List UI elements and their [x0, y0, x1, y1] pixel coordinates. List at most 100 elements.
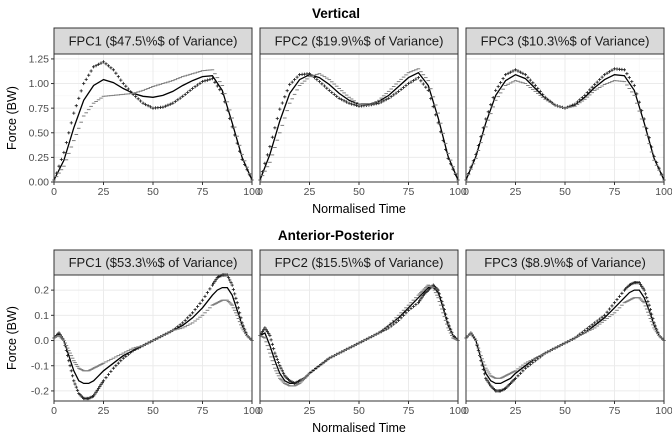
plus-marker — [84, 77, 88, 81]
plus-marker — [57, 331, 61, 335]
minus-marker-series — [52, 69, 254, 181]
plus-marker — [648, 308, 652, 312]
plus-marker — [437, 292, 441, 296]
x-tick-label: 0 — [257, 186, 263, 198]
plus-marker — [104, 376, 108, 380]
plus-marker — [632, 83, 636, 88]
plus-marker — [499, 81, 503, 85]
plus-marker — [119, 359, 123, 363]
plus-marker — [479, 359, 483, 363]
plus-marker — [193, 308, 197, 312]
x-tick-label: 0 — [463, 186, 469, 198]
plus-marker — [215, 84, 219, 88]
plus-marker — [436, 288, 440, 292]
plus-marker — [325, 86, 329, 90]
plus-marker — [67, 359, 71, 363]
plus-marker — [523, 366, 527, 370]
plus-marker — [625, 72, 629, 76]
plus-marker — [409, 80, 413, 84]
plus-marker — [131, 349, 135, 353]
plus-marker — [186, 316, 190, 320]
plus-marker — [279, 366, 283, 370]
plus-marker — [126, 352, 130, 356]
x-tick-label: 75 — [197, 405, 209, 417]
plus-marker — [238, 149, 242, 153]
plus-marker — [188, 313, 192, 317]
plus-marker — [230, 283, 234, 287]
plus-marker — [114, 364, 118, 368]
plus-marker — [528, 78, 532, 82]
facet-strip-label: FPC3 ($10.3\%$ of Variance) — [481, 34, 650, 49]
plus-marker — [66, 354, 70, 358]
plus-marker — [277, 361, 281, 365]
plus-marker — [168, 102, 172, 106]
chart-row-1: Anterior-Posterior FPC1 ($53.3\%$ of Vari… — [5, 228, 672, 435]
plus-marker — [234, 296, 238, 300]
plus-marker — [139, 99, 143, 103]
y-tick-label: 0.00 — [29, 177, 50, 189]
x-tick-label: 100 — [243, 186, 261, 198]
plus-marker — [484, 376, 488, 380]
plus-marker — [73, 382, 77, 386]
plus-marker — [71, 374, 75, 378]
plus-marker — [161, 105, 165, 109]
plus-marker — [392, 322, 396, 326]
plus-marker — [487, 382, 492, 386]
plus-marker — [374, 102, 378, 106]
plus-marker — [141, 101, 145, 105]
plus-marker — [74, 385, 78, 389]
plus-marker — [652, 321, 656, 325]
plus-marker — [330, 90, 334, 94]
plus-marker — [148, 105, 153, 109]
panel-1-1: FPC2 ($15.5\%$ of Variance) 0 25 50 75 100 — [257, 249, 467, 417]
plus-marker — [332, 92, 336, 96]
plus-marker — [441, 139, 445, 143]
plus-marker — [59, 157, 63, 161]
plus-marker — [533, 359, 537, 363]
plus-marker — [235, 141, 239, 145]
plus-marker — [603, 313, 607, 317]
plus-marker — [101, 60, 106, 64]
facet-strip — [53, 249, 253, 276]
chart-row-0: Vertical FPC1 ($47.5\%$ of Variance) 0 25 50… — [5, 6, 672, 216]
plus-marker — [598, 317, 602, 321]
plus-marker — [392, 93, 396, 97]
plus-marker — [429, 97, 433, 101]
plus-marker — [345, 100, 349, 104]
plus-marker — [622, 68, 626, 72]
plus-marker — [481, 126, 485, 130]
plus-marker — [645, 126, 649, 130]
plus-marker — [273, 351, 277, 355]
plus-marker — [191, 311, 195, 315]
plus-marker-series — [258, 72, 460, 182]
plus-marker — [533, 83, 537, 88]
minus-marker-series — [464, 80, 666, 181]
plus-marker — [469, 165, 473, 169]
plus-marker — [531, 361, 535, 365]
plus-marker — [240, 157, 244, 161]
plus-marker — [79, 89, 83, 93]
y-tick-label: 0.2 — [34, 285, 49, 297]
plus-marker — [315, 78, 319, 82]
plus-marker — [575, 100, 579, 104]
plus-marker — [401, 85, 406, 90]
plus-marker — [68, 364, 72, 368]
plus-marker — [265, 153, 269, 157]
y-tick-label: 1.25 — [29, 54, 50, 66]
plus-marker — [200, 80, 205, 84]
plus-marker — [489, 103, 493, 107]
plus-marker — [67, 131, 71, 135]
plus-marker — [214, 277, 218, 281]
plus-marker — [77, 96, 81, 100]
plus-marker — [116, 361, 120, 365]
plus-marker — [384, 97, 388, 102]
plus-marker — [75, 388, 80, 392]
plus-marker — [240, 321, 244, 325]
plus-marker — [278, 107, 282, 111]
plus-marker — [64, 141, 68, 145]
plus-marker — [233, 292, 237, 296]
plus-marker — [283, 95, 287, 99]
plus-marker — [57, 164, 61, 168]
plus-marker — [134, 95, 138, 99]
plus-marker — [205, 291, 209, 295]
